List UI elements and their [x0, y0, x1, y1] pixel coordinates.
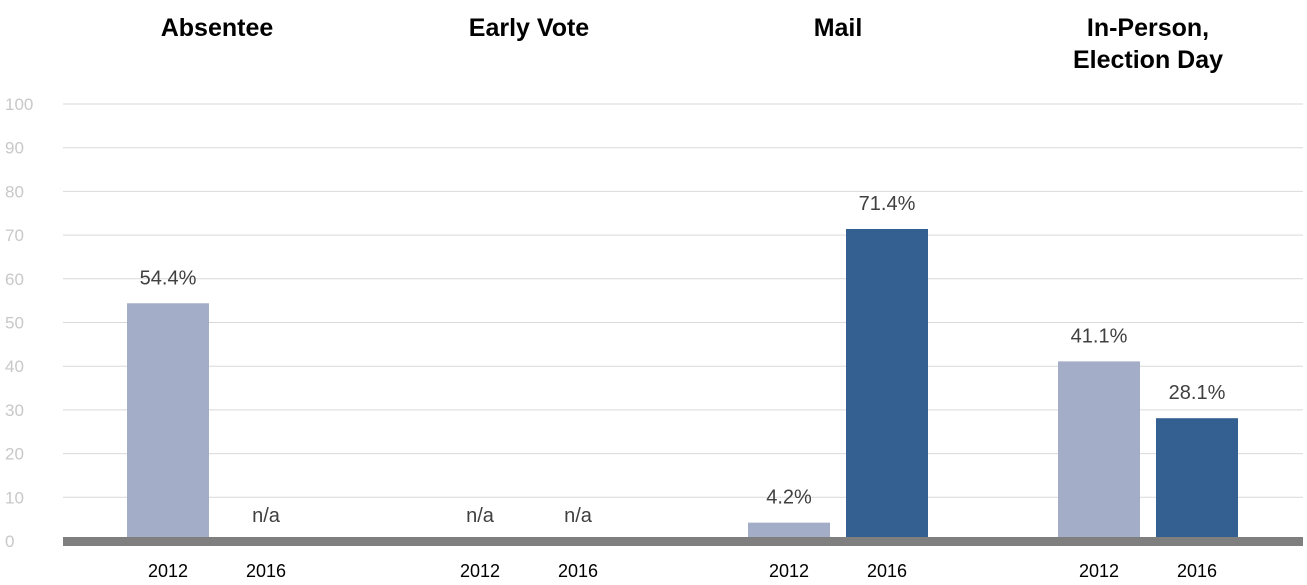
baseline: [63, 537, 1303, 546]
x-category-label: 2012: [1079, 561, 1119, 581]
x-category-label: 2016: [246, 561, 286, 581]
data-label: 28.1%: [1169, 382, 1226, 404]
group-title: Mail: [814, 14, 863, 42]
group-title: Absentee: [161, 14, 274, 42]
data-label: n/a: [252, 505, 281, 527]
data-label: 71.4%: [859, 193, 916, 215]
y-tick-label: 10: [5, 488, 24, 507]
data-label: n/a: [564, 505, 593, 527]
bar: [127, 303, 209, 541]
x-category-label: 2016: [867, 561, 907, 581]
y-tick-label: 50: [5, 314, 24, 333]
y-tick-label: 100: [5, 95, 33, 114]
group-title: In-Person,: [1087, 14, 1209, 42]
data-label: 4.2%: [766, 487, 812, 509]
y-tick-label: 80: [5, 182, 24, 201]
bar: [846, 228, 928, 541]
y-tick-label: 70: [5, 226, 24, 245]
x-category-label: 2012: [460, 561, 500, 581]
x-category-label: 2012: [148, 561, 188, 581]
y-tick-label: 40: [5, 357, 24, 376]
bar: [748, 522, 830, 541]
group-title: Election Day: [1073, 46, 1223, 74]
group-title: Early Vote: [469, 14, 590, 42]
y-tick-label: 90: [5, 139, 24, 158]
y-tick-label: 20: [5, 445, 24, 464]
x-category-label: 2016: [558, 561, 598, 581]
data-label: n/a: [466, 505, 495, 527]
x-category-label: 2012: [769, 561, 809, 581]
x-category-label: 2016: [1177, 561, 1217, 581]
data-label: 54.4%: [140, 267, 197, 289]
y-tick-label: 0: [5, 532, 14, 551]
y-tick-label: 60: [5, 270, 24, 289]
bar: [1058, 361, 1140, 541]
y-tick-label: 30: [5, 401, 24, 420]
bar: [1156, 418, 1238, 541]
data-label: 41.1%: [1071, 325, 1128, 347]
